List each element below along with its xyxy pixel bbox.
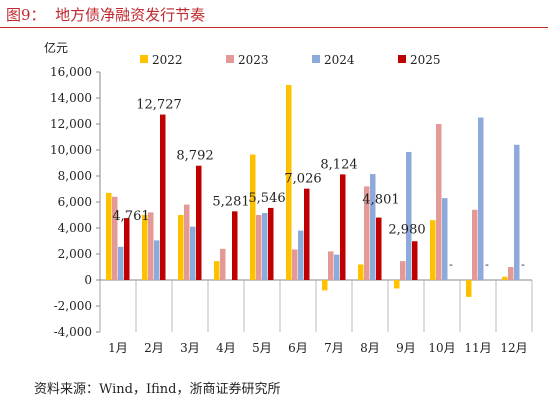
legend-swatch-2025 xyxy=(398,55,406,63)
x-tick-label: 10月 xyxy=(428,341,455,355)
title-divider xyxy=(0,27,548,28)
bar-2025-3月 xyxy=(196,165,202,280)
bar-2024-6月 xyxy=(298,230,304,280)
x-tick-label: 3月 xyxy=(180,341,200,355)
bar-2025-7月 xyxy=(340,174,346,280)
x-tick-label: 8月 xyxy=(360,341,380,355)
bar-2025-9月 xyxy=(412,241,418,280)
x-tick-label: 6月 xyxy=(288,341,308,355)
bar-2023-8月 xyxy=(364,186,370,280)
bar-2024-5月 xyxy=(262,213,268,280)
bar-2024-11月 xyxy=(478,117,484,280)
x-tick-label: 7月 xyxy=(324,341,344,355)
bar-2025-1月 xyxy=(124,218,130,280)
bar-2022-8月 xyxy=(358,264,364,280)
bar-2022-10月 xyxy=(430,220,436,280)
data-label-2025-3月: 8,792 xyxy=(176,149,213,164)
x-tick-label: 9月 xyxy=(396,341,416,355)
data-label-2025-10月: - xyxy=(449,258,453,271)
bar-2022-2月 xyxy=(142,215,148,280)
data-label-2025-8月: 4,801 xyxy=(362,193,399,208)
bar-2023-6月 xyxy=(292,249,298,280)
legend-label-2025: 2025 xyxy=(410,53,441,67)
bar-2023-1月 xyxy=(112,196,118,280)
bar-2022-5月 xyxy=(250,154,256,280)
bar-2024-7月 xyxy=(334,254,340,280)
x-tick-label: 11月 xyxy=(464,341,491,355)
bar-2025-6月 xyxy=(304,188,310,280)
y-tick-label: 16,000 xyxy=(50,65,92,79)
bar-2023-2月 xyxy=(148,212,154,280)
bar-2022-12月 xyxy=(502,276,508,280)
y-tick-label: 2,000 xyxy=(58,247,92,261)
y-tick-label: -4,000 xyxy=(54,325,92,339)
bar-2023-5月 xyxy=(256,215,262,280)
y-tick-label: -2,000 xyxy=(54,299,92,313)
bar-2022-4月 xyxy=(214,261,220,280)
data-label-2025-7月: 8,124 xyxy=(320,157,357,172)
bar-2024-9月 xyxy=(406,151,412,280)
bar-2024-8月 xyxy=(370,174,376,280)
legend-swatch-2024 xyxy=(312,55,320,63)
y-tick-label: 0 xyxy=(84,273,92,287)
data-label-2025-5月: 5,546 xyxy=(248,191,285,206)
bar-2024-3月 xyxy=(190,226,196,280)
bar-2023-12月 xyxy=(508,267,514,280)
bar-2025-5月 xyxy=(268,207,274,280)
bar-2024-10月 xyxy=(442,198,448,280)
data-label-2025-11月: - xyxy=(485,258,489,271)
y-axis-unit-label: 亿元 xyxy=(44,40,68,55)
bar-2024-1月 xyxy=(118,246,124,280)
bar-2022-7月 xyxy=(322,280,328,291)
bar-2023-9月 xyxy=(400,261,406,280)
x-tick-label: 4月 xyxy=(216,341,236,355)
data-label-2025-6月: 7,026 xyxy=(284,172,321,187)
bar-2022-11月 xyxy=(466,280,472,297)
legend-swatch-2023 xyxy=(226,55,234,63)
bar-2023-3月 xyxy=(184,204,190,280)
bar-2022-9月 xyxy=(394,280,400,289)
bar-2023-7月 xyxy=(328,251,334,280)
bar-2025-2月 xyxy=(160,114,166,280)
y-tick-label: 4,000 xyxy=(58,221,92,235)
bar-2022-6月 xyxy=(286,85,292,280)
bar-2022-1月 xyxy=(106,192,112,280)
y-tick-label: 12,000 xyxy=(50,117,92,131)
bar-2025-4月 xyxy=(232,211,238,280)
bar-2024-2月 xyxy=(154,240,160,280)
data-label-2025-1月: 4,761 xyxy=(112,209,149,224)
legend-label-2022: 2022 xyxy=(152,53,183,67)
y-tick-label: 10,000 xyxy=(50,143,92,157)
data-label-2025-4月: 5,281 xyxy=(212,194,249,209)
data-label-2025-2月: 12,727 xyxy=(136,98,182,113)
figure-title: 图9： 地方债净融资发行节奏 xyxy=(6,6,206,24)
x-tick-label: 5月 xyxy=(252,341,272,355)
x-tick-label: 1月 xyxy=(108,341,128,355)
y-tick-label: 6,000 xyxy=(58,195,92,209)
legend-swatch-2022 xyxy=(140,55,148,63)
data-label-2025-9月: 2,980 xyxy=(388,222,425,237)
x-tick-label: 2月 xyxy=(144,341,164,355)
y-tick-label: 14,000 xyxy=(50,91,92,105)
y-tick-label: 8,000 xyxy=(58,169,92,183)
data-label-2025-12月: - xyxy=(521,258,525,271)
bar-2022-3月 xyxy=(178,215,184,280)
bar-2023-11月 xyxy=(472,209,478,280)
bar-2024-12月 xyxy=(514,144,520,280)
x-tick-label: 12月 xyxy=(500,341,527,355)
legend-label-2023: 2023 xyxy=(238,53,269,67)
bar-2023-10月 xyxy=(436,124,442,280)
figure-source: 资料来源：Wind，Ifind，浙商证券研究所 xyxy=(34,382,281,397)
legend-label-2024: 2024 xyxy=(324,53,355,67)
bar-2025-8月 xyxy=(376,217,382,280)
bar-2023-4月 xyxy=(220,248,226,280)
